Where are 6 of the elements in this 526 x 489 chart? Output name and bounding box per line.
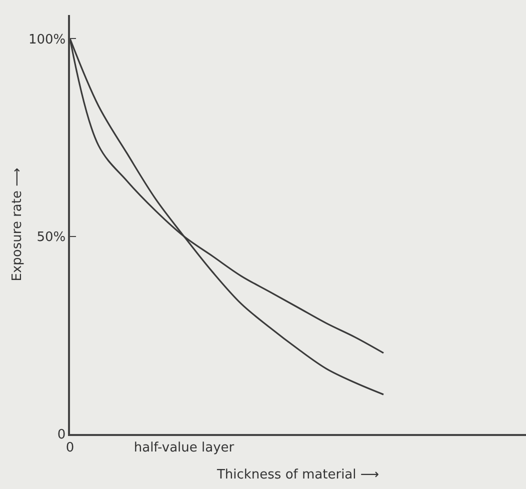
y-tick-label: 50% <box>36 230 66 245</box>
x-tick-label: half-value layer <box>134 440 235 456</box>
x-axis-title: Thickness of material ⟶ <box>216 467 380 482</box>
y-tick-label: 0 <box>57 428 66 443</box>
y-axis-title: Exposure rate ⟶ <box>10 168 25 282</box>
y-tick-label: 100% <box>28 32 66 48</box>
